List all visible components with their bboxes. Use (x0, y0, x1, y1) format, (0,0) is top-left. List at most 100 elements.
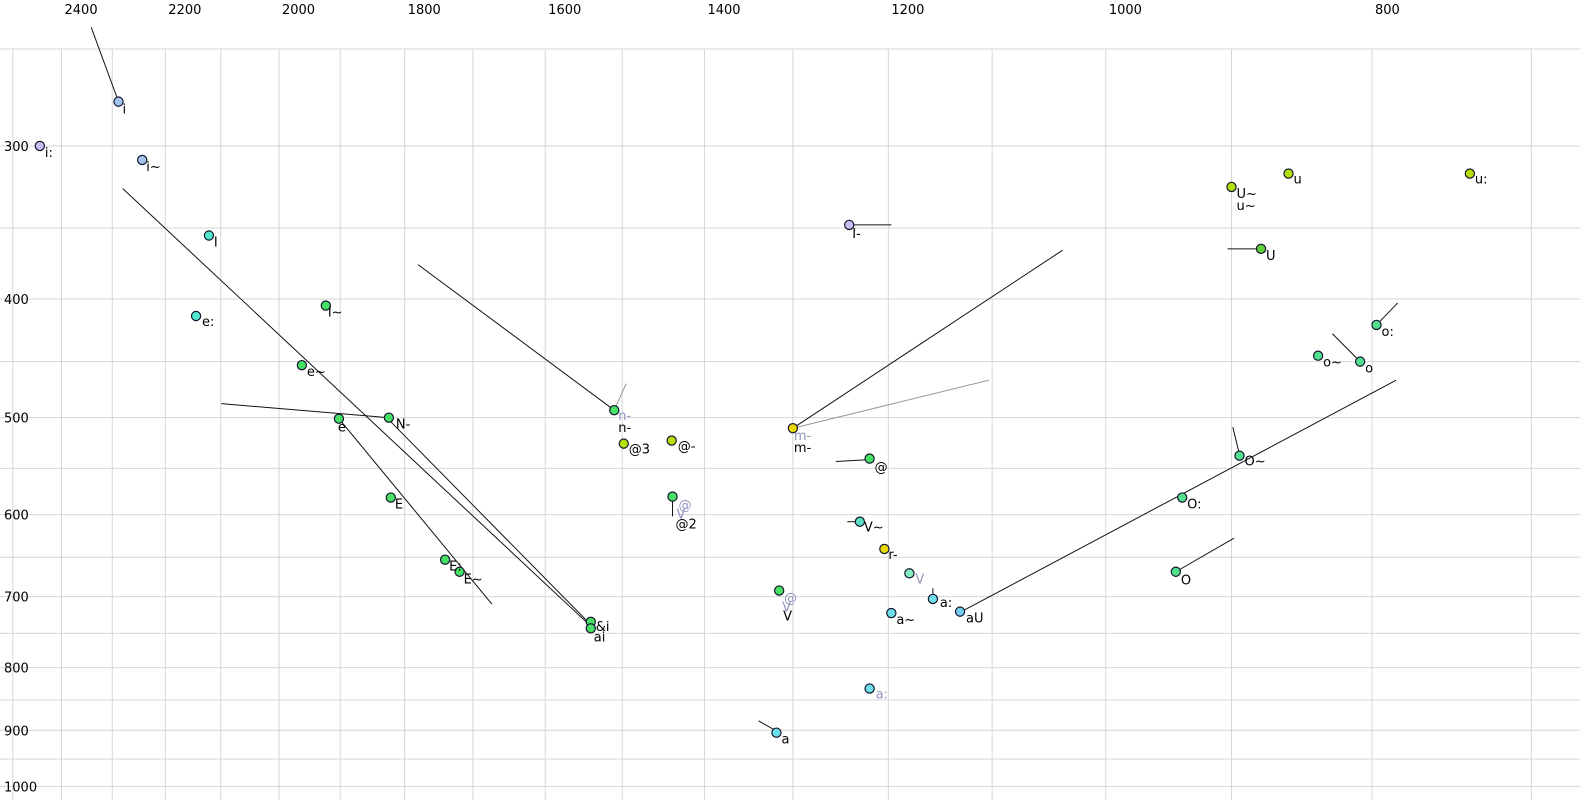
vowel-points (34, 96, 1476, 738)
vowel-point-U~ (1226, 181, 1237, 193)
vowel-label-N-: N- (396, 418, 411, 433)
vowel-label-&i: &i (596, 620, 610, 635)
vowel-label-U: U (1266, 249, 1276, 264)
y-tick-label: 800 (4, 662, 29, 677)
vowel-point-V~ (854, 516, 866, 527)
vowel-label-V: @ (784, 592, 797, 607)
vowel-point-o (1354, 356, 1366, 367)
trajectory-line (122, 188, 592, 627)
y-tick-label: 500 (4, 412, 29, 427)
vowel-point-i~ (137, 154, 148, 166)
vowel-label-e~: e~ (307, 365, 326, 380)
vowel-point-u (1283, 168, 1294, 179)
vowel-label-a: a (781, 733, 789, 748)
x-tick-label: 1400 (707, 3, 740, 18)
vowel-point-O: (1176, 492, 1188, 503)
vowel-point-V2 (904, 568, 915, 579)
y-axis-tick-labels: 300 400 500 600 700 800 900 1000 (4, 140, 37, 795)
vowel-label-i:: i: (45, 146, 53, 161)
trajectory-lines (90, 27, 1399, 733)
vowel-label-u: u (1294, 173, 1302, 188)
vowel-point-U (1255, 243, 1267, 255)
vowel-point-N- (383, 412, 395, 423)
vowel-point-a (771, 727, 782, 738)
vowel-label-V~: V~ (864, 521, 884, 536)
vowel-label-i: i (123, 103, 127, 118)
vowel-label-o:: o: (1381, 325, 1393, 340)
vowel-label-m-: m- (794, 429, 812, 444)
y-tick-label: 600 (4, 509, 29, 524)
vowel-label-O:: O: (1187, 498, 1201, 513)
vowel-point-@ (864, 453, 875, 464)
vowel-label-O~: O~ (1244, 455, 1265, 470)
y-tick-label: 300 (4, 140, 29, 155)
vowel-label-a:: a: (940, 596, 952, 611)
x-tick-label: 2000 (282, 3, 315, 18)
vowel-point-aU (954, 606, 966, 617)
vowel-point-@2 (667, 491, 678, 502)
vowel-label-@3: @3 (629, 443, 650, 458)
x-tick-label: 1800 (408, 3, 441, 18)
trajectory-line (417, 264, 615, 411)
y-tick-label: 1000 (4, 780, 37, 795)
vowel-point-E (385, 492, 397, 503)
gridlines (0, 48, 1580, 800)
trajectory-line (792, 249, 1063, 429)
vowel-label-E: E (395, 498, 403, 513)
trajectory-line (1232, 427, 1240, 455)
vowel-label-E~: E~ (464, 573, 483, 588)
vowel-point-a: (927, 593, 939, 605)
vowel-point-O~ (1234, 450, 1245, 461)
vowel-label-ai: ai (594, 630, 606, 645)
vowel-point-E~ (454, 566, 465, 577)
trajectory-line (388, 419, 592, 626)
vowel-label-e:: e: (202, 315, 214, 330)
vowel-label-a:2: a: (876, 688, 888, 703)
y-tick-label: 700 (4, 591, 29, 606)
y-tick-label: 400 (4, 293, 29, 308)
vowel-point-I~ (320, 300, 332, 311)
trajectory-line (90, 27, 119, 102)
vowel-label-I-: I- (852, 227, 861, 242)
x-tick-label: 1600 (548, 3, 581, 18)
vowel-point-ai (585, 623, 596, 634)
vowel-label-u:: u: (1475, 173, 1488, 188)
trajectory-line (338, 418, 493, 605)
vowel-point-@3 (618, 438, 629, 449)
vowel-point-I- (844, 219, 855, 231)
vowel-label-U~: u~ (1237, 199, 1256, 214)
vowel-point-i (113, 96, 124, 107)
vowel-label-n-: n- (618, 421, 631, 436)
vowel-point-r- (879, 543, 890, 555)
x-tick-label: 2400 (65, 3, 98, 18)
vowel-point-u: (1464, 168, 1476, 179)
y-tick-label: 900 (4, 724, 29, 739)
vowel-label-@2: @2 (676, 518, 697, 533)
vowel-point-I (203, 230, 215, 241)
vowel-label-@2: @ (679, 499, 692, 514)
vowel-label-o: o (1365, 362, 1373, 377)
vowel-point-E: (439, 554, 451, 565)
vowel-point-n- (609, 404, 620, 416)
trajectory-line (1175, 537, 1235, 573)
x-tick-label: 800 (1375, 3, 1400, 18)
vowel-label-E:: E: (449, 560, 462, 575)
x-axis-tick-labels: 2400 2200 2000 1800 1600 1400 1200 1000 800 (65, 3, 1400, 18)
x-tick-label: 1000 (1109, 3, 1142, 18)
trajectory-line (835, 459, 870, 463)
vowel-label-aU: aU (966, 612, 983, 627)
vowel-point-@- (666, 435, 677, 446)
vowel-label-@-: @- (678, 440, 696, 455)
vowel-label-V: V (782, 601, 791, 616)
vowel-label-V: V (783, 610, 792, 625)
vowel-point-e: (190, 310, 202, 322)
trajectory-line (221, 403, 389, 419)
vowel-point-o~ (1312, 350, 1324, 361)
vowel-point-m- (787, 423, 799, 434)
vowel-point-e (333, 413, 345, 424)
vowel-label-o~: o~ (1323, 356, 1342, 371)
vowel-point-o: (1371, 319, 1382, 331)
vowel-label-@: @ (875, 461, 888, 476)
